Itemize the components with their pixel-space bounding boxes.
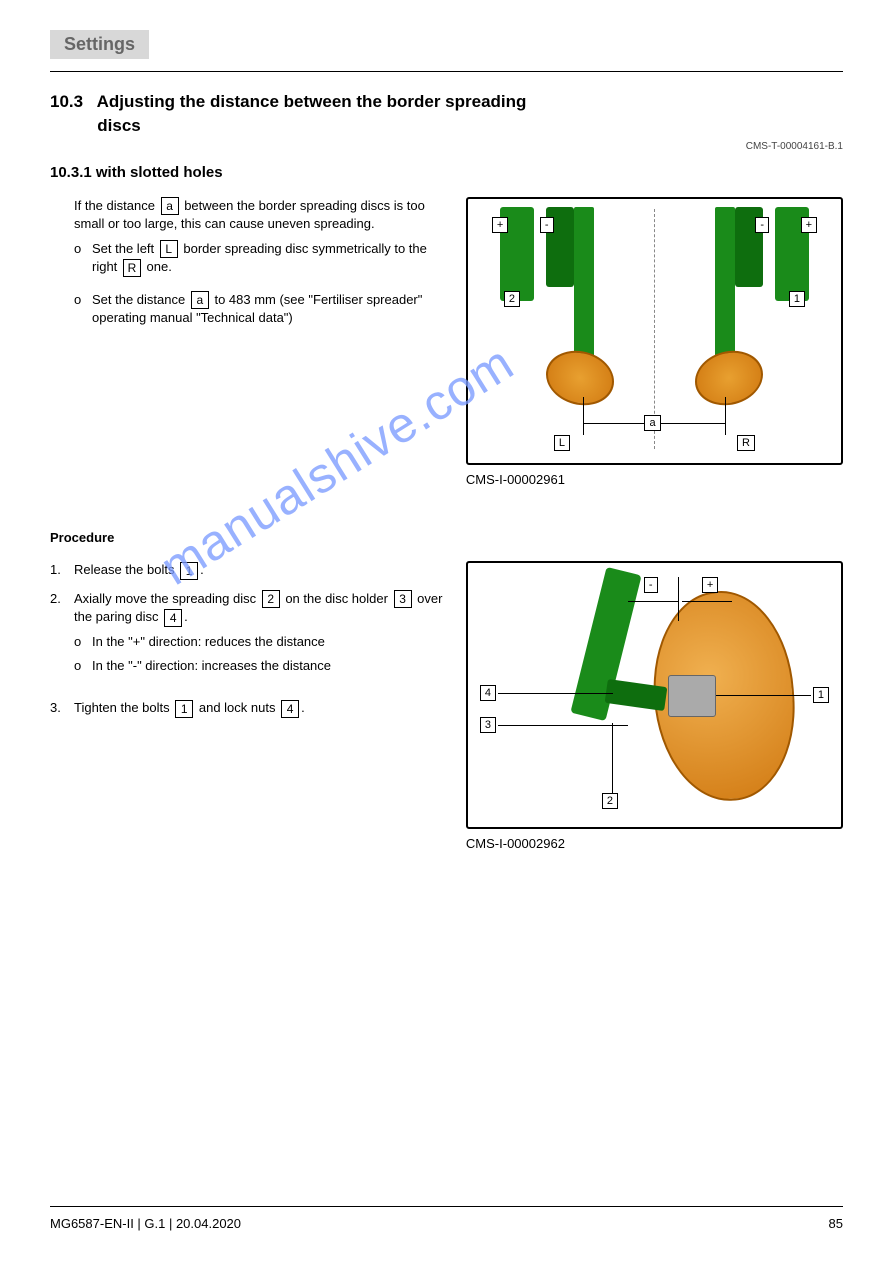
fig1-minus-r: - [755, 217, 769, 233]
step-1: 1. Release the bolts 1. [50, 561, 446, 580]
step-2: 2. Axially move the spreading disc 2 on … [50, 590, 446, 690]
fig1-minus-l: - [540, 217, 554, 233]
fig1-plus-l: + [492, 217, 508, 233]
fig1-L: L [554, 435, 570, 451]
section-heading: 10.3 Adjusting the distance between the … [50, 90, 843, 138]
page-header: Settings [50, 30, 843, 72]
fig1-ref-1: 1 [789, 291, 805, 307]
header-badge: Settings [50, 30, 149, 59]
fig2-ref-2: 2 [602, 793, 618, 809]
figure-1-caption: CMS-I-00002961 [466, 471, 843, 489]
caution-text-1: If the distance [74, 198, 155, 213]
footer-left: MG6587-EN-II | G.1 | 20.04.2020 [50, 1215, 241, 1233]
subsection-heading: 10.3.1 with slotted holes [50, 162, 843, 183]
figure-1: + - + - 2 1 a L R [466, 197, 843, 465]
bullet-1: o Set the left L border spreading disc s… [74, 240, 446, 277]
section-title-l2: discs [97, 116, 140, 135]
section-title-l1: Adjusting the distance between the borde… [97, 92, 527, 111]
figure-2-caption: CMS-I-00002962 [466, 835, 843, 853]
footer-page: 85 [829, 1215, 843, 1233]
box-a-ref: a [161, 197, 179, 215]
procedure-heading: Procedure [50, 529, 843, 547]
fig1-dim-a: a [644, 415, 660, 431]
fig1-plus-r: + [801, 217, 817, 233]
fig2-ref-3: 3 [480, 717, 496, 733]
fig2-minus: - [644, 577, 658, 593]
figure-2: - + 1 4 3 2 [466, 561, 843, 829]
fig2-ref-1: 1 [813, 687, 829, 703]
fig2-ref-4: 4 [480, 685, 496, 701]
section-number: 10.3 [50, 92, 83, 111]
step-3: 3. Tighten the bolts 1 and lock nuts 4. [50, 699, 446, 718]
bullet-2: o Set the distance a to 483 mm (see "Fer… [74, 291, 446, 328]
fig1-R: R [737, 435, 755, 451]
fig1-ref-2: 2 [504, 291, 520, 307]
marker-code: CMS-T-00004161-B.1 [50, 140, 843, 154]
caution-icon [50, 198, 54, 213]
fig2-plus: + [702, 577, 718, 593]
caution-block: If the distance a between the border spr… [50, 197, 446, 342]
page-footer: MG6587-EN-II | G.1 | 20.04.2020 85 [50, 1206, 843, 1233]
